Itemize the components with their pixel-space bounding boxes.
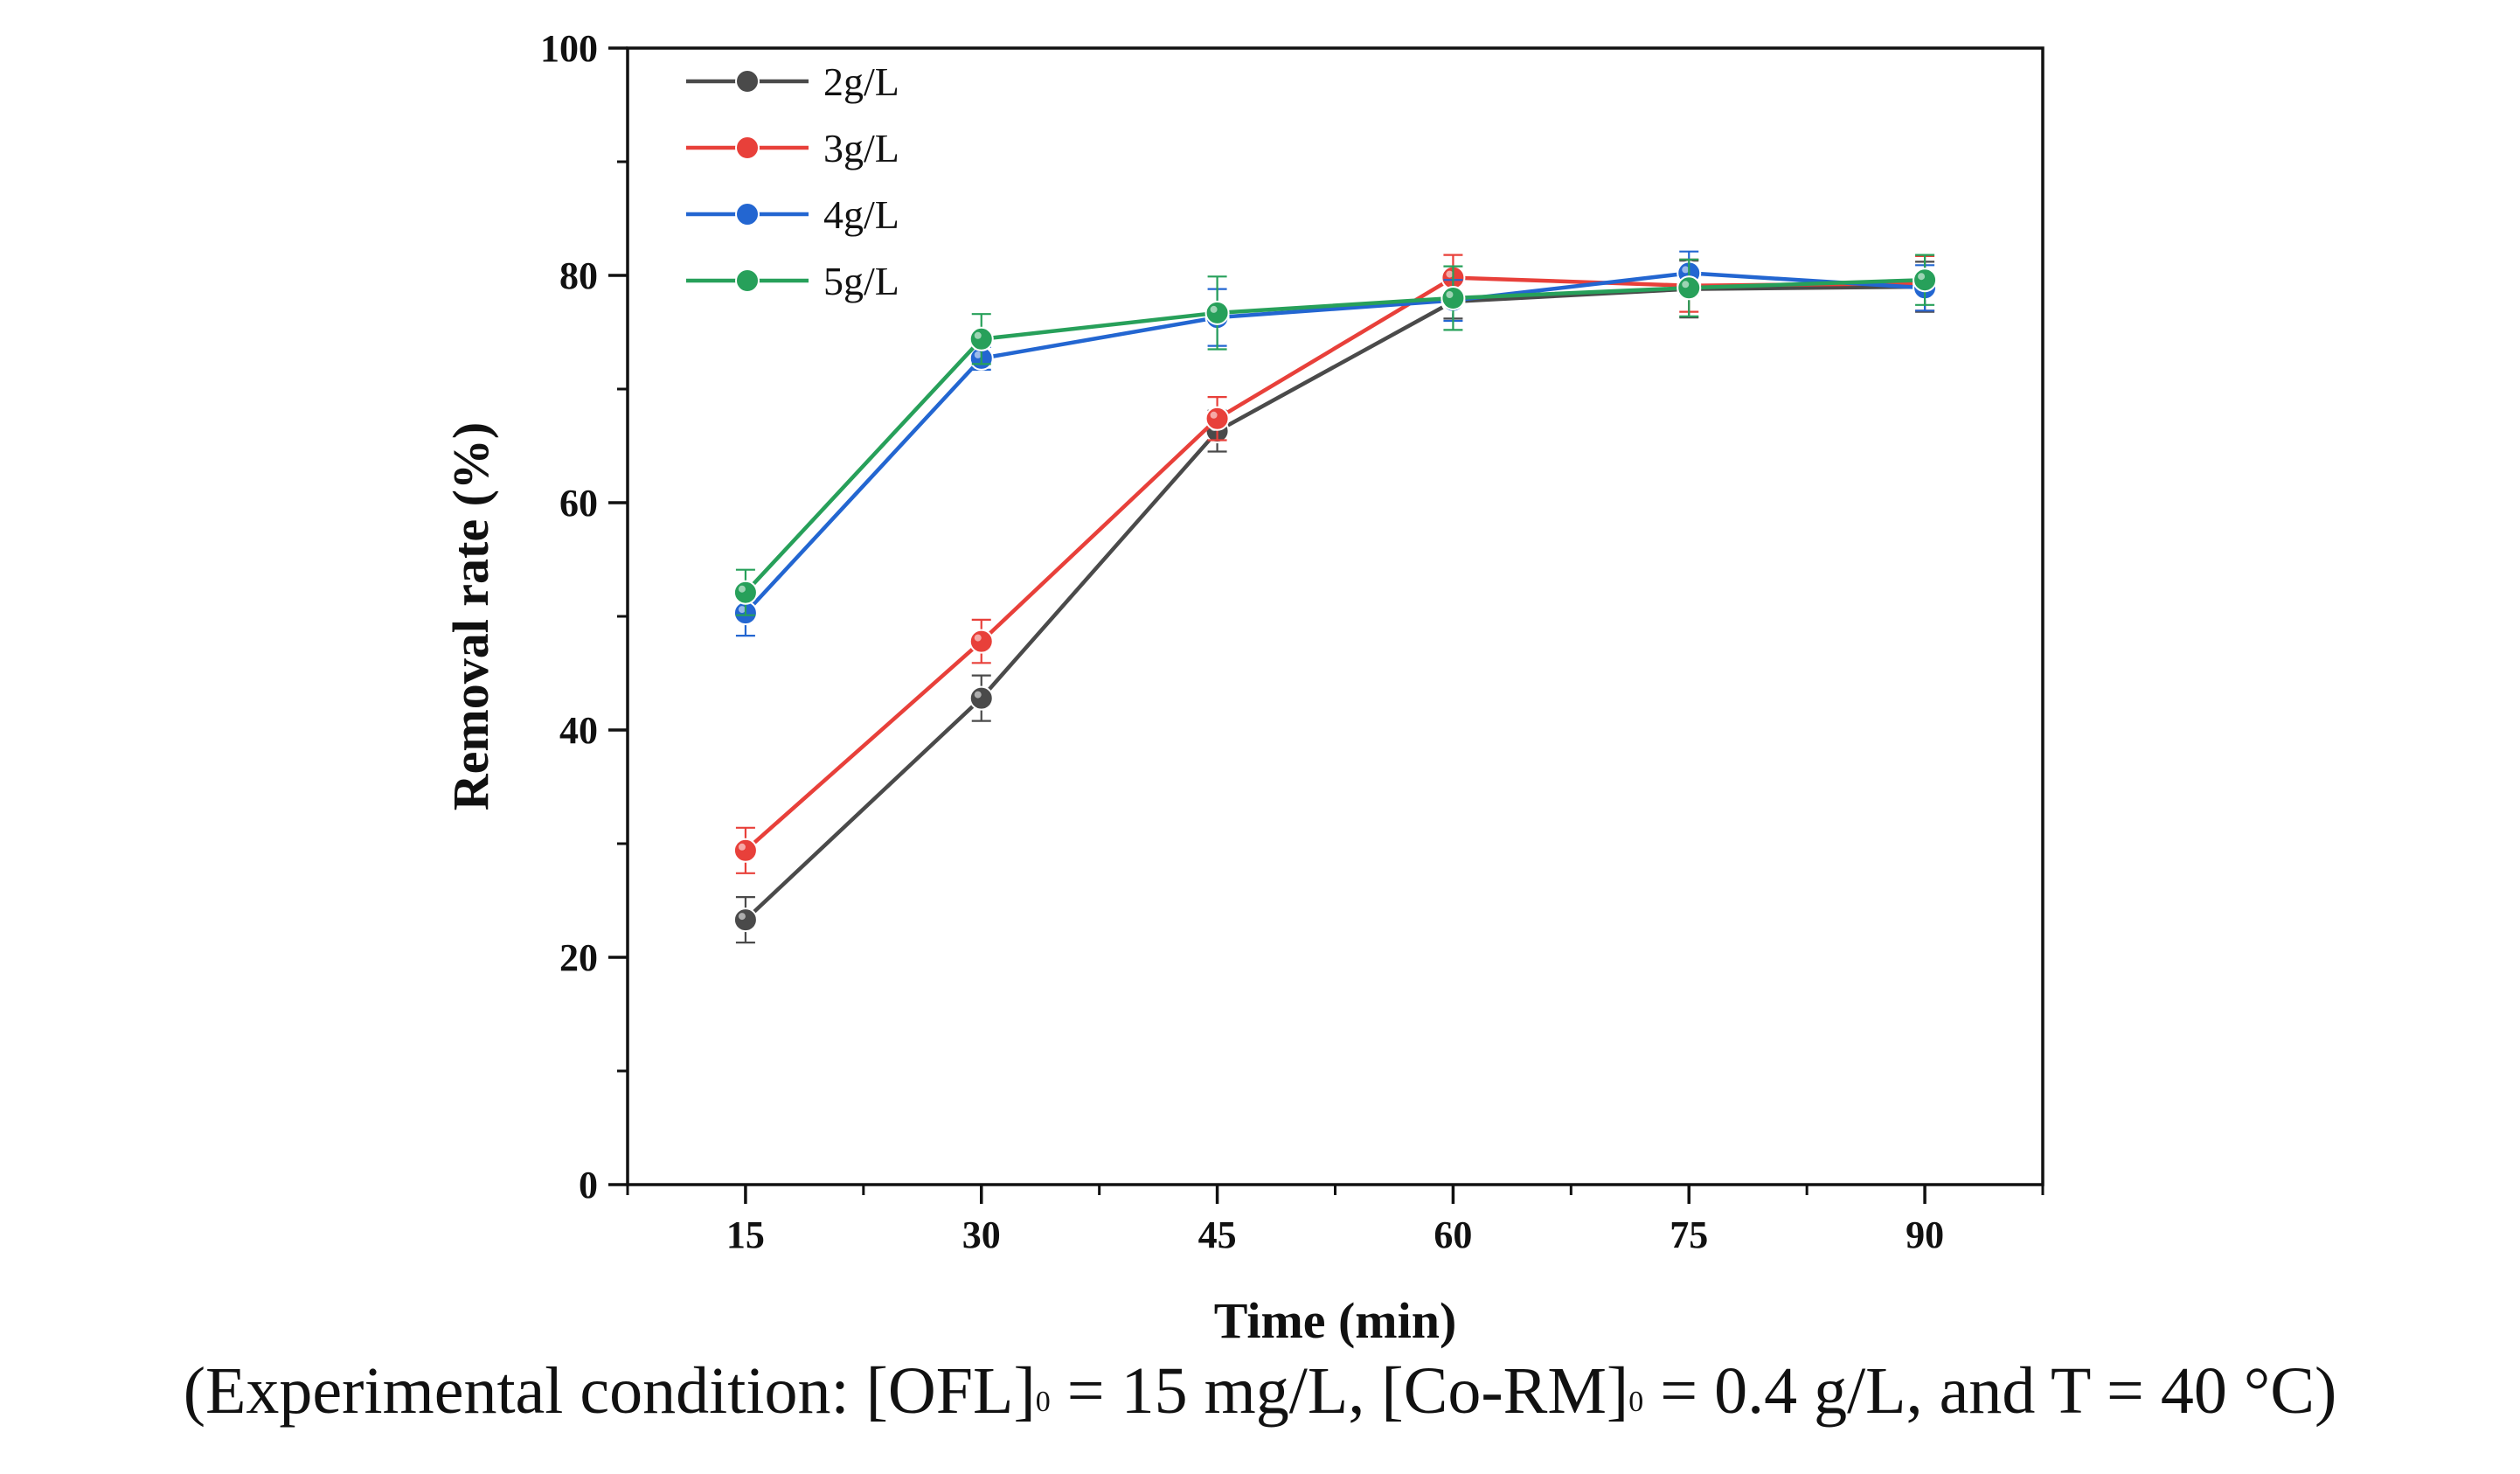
data-point-highlight [1682,281,1690,289]
caption-middle: = 15 mg/L, [Co-RM] [1050,1354,1629,1428]
data-point-highlight [1446,270,1454,278]
legend-item-3g/L: 3g/L [686,126,899,170]
series-line [744,271,1926,615]
data-point [1204,300,1230,325]
data-point-highlight [974,351,982,358]
series-4g/L [732,250,1938,637]
data-point-highlight [1682,266,1690,274]
data-point-highlight [1210,411,1218,419]
series-line [744,284,1926,921]
x-axis-title: Time (min) [1214,1292,1457,1349]
data-point-highlight [738,913,746,921]
series-5g/L [732,254,1938,616]
figure-caption: (Experimental condition: [OFL]0 = 15 mg/… [0,1353,2520,1429]
series-line [744,277,1926,594]
legend-label: 3g/L [823,126,899,170]
x-tick-label: 45 [1198,1213,1237,1256]
data-point [968,326,994,351]
legend-marker [735,268,760,293]
data-point-highlight [738,843,746,851]
data-point-highlight [1210,305,1218,313]
x-tick-label: 90 [1906,1213,1944,1256]
legend: 2g/L 3g/L 4g/L 5g/L [686,59,899,303]
data-point-highlight [974,331,982,339]
legend-label: 2g/L [823,59,899,104]
series-layer [732,250,1938,944]
y-tick-label: 0 [579,1164,598,1206]
legend-marker [735,202,760,226]
y-axis-title: Removal rate (%) [442,422,499,811]
data-point [732,907,758,933]
data-point [968,629,994,654]
legend-item-2g/L: 2g/L [686,59,899,104]
data-point-highlight [738,606,746,614]
y-tick-label: 100 [540,27,598,70]
data-point [1440,286,1466,310]
legend-item-5g/L: 5g/L [686,259,899,303]
data-point [1913,268,1938,293]
series-2g/L [732,260,1938,944]
y-tick-label: 40 [559,709,598,752]
legend-label: 5g/L [823,259,899,303]
data-point-highlight [974,691,982,699]
data-point [1204,406,1230,431]
x-tick-label: 15 [726,1213,765,1256]
caption-sub-1: 0 [1035,1386,1051,1418]
legend-marker [735,69,760,94]
data-point [732,580,758,605]
data-point-highlight [738,585,746,593]
legend-marker [735,136,760,160]
data-point-highlight [1446,291,1454,298]
caption-suffix: = 0.4 g/L, and T = 40 °C) [1643,1354,2337,1428]
legend-item-4g/L: 4g/L [686,192,899,237]
x-tick-label: 60 [1434,1213,1472,1256]
legend-label: 4g/L [823,192,899,237]
y-tick-label: 60 [559,482,598,525]
x-tick-label: 75 [1670,1213,1708,1256]
caption-prefix: (Experimental condition: [OFL] [183,1354,1036,1428]
x-tick-label: 30 [962,1213,1001,1256]
series-3g/L [732,254,1938,874]
data-point-highlight [974,634,982,642]
y-tick-label: 80 [559,254,598,297]
data-point [968,685,994,711]
data-point-highlight [1918,273,1926,281]
series-line [744,275,1926,852]
data-point [732,838,758,863]
data-point [1677,275,1702,301]
caption-sub-2: 0 [1628,1386,1644,1418]
axes: 15 30 45 60 75 90 0 20 40 60 80 100 [540,27,2044,1256]
y-tick-label: 20 [559,936,598,979]
